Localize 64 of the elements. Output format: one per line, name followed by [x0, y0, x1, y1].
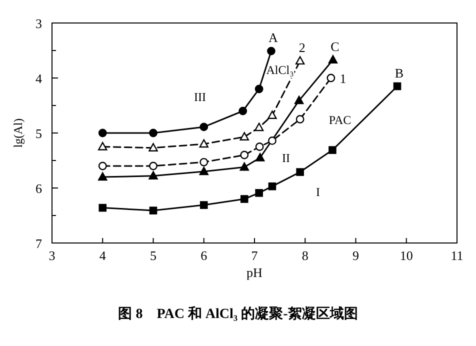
- y-tick-label: 6: [36, 181, 42, 196]
- x-tick-label: 4: [99, 248, 106, 263]
- point: [200, 122, 208, 132]
- point: [148, 171, 158, 180]
- series-label: B: [394, 65, 404, 80]
- point: [199, 139, 208, 148]
- x-tick-label: 3: [48, 248, 56, 263]
- point: [149, 206, 158, 214]
- point: [255, 152, 265, 162]
- series-label: A: [268, 30, 279, 46]
- point: [255, 189, 263, 197]
- y-tick-label: 7: [36, 236, 42, 251]
- series-label: 1: [340, 71, 346, 86]
- point: [149, 162, 158, 170]
- point: [238, 106, 248, 116]
- point: [98, 128, 107, 138]
- point: [199, 166, 208, 176]
- point: [267, 46, 276, 56]
- point: [240, 195, 248, 203]
- point: [254, 84, 264, 94]
- point: [149, 128, 158, 138]
- annotation: PAC: [328, 113, 352, 127]
- point: [268, 136, 276, 145]
- point: [326, 74, 336, 82]
- point: [268, 182, 276, 190]
- x-tick-label: 5: [150, 248, 156, 263]
- x-tick-label: 11: [450, 248, 464, 263]
- point: [255, 142, 264, 151]
- x-tick-label: 7: [251, 248, 258, 263]
- point: [328, 55, 338, 64]
- point: [240, 132, 249, 140]
- y-tick-label: 3: [36, 16, 42, 31]
- x-tick-label: 9: [352, 248, 359, 263]
- series-label: 2: [298, 40, 306, 55]
- point: [240, 150, 249, 160]
- point: [200, 158, 208, 166]
- annotation: AlCl₃: [266, 63, 294, 77]
- x-tick-label: 10: [400, 248, 413, 263]
- point: [295, 56, 305, 65]
- point: [240, 162, 249, 171]
- point: [268, 110, 277, 119]
- y-axis-title: lg(Al): [11, 118, 25, 148]
- annotation: III: [194, 90, 206, 104]
- point: [148, 143, 158, 152]
- point: [98, 172, 108, 181]
- point: [296, 115, 304, 124]
- y-tick-label: 4: [36, 71, 42, 86]
- point: [98, 162, 107, 170]
- caption: 图 8 PAC 和 AlCl₃ 的凝聚-絮凝区域图: [118, 306, 358, 322]
- point: [294, 96, 304, 104]
- x-tick-label: 8: [302, 248, 308, 263]
- x-tick-label: 6: [200, 248, 208, 263]
- point: [296, 168, 304, 176]
- point: [98, 142, 108, 150]
- point: [393, 82, 402, 90]
- point: [254, 122, 264, 132]
- point: [200, 201, 208, 209]
- y-tick-label: 5: [36, 126, 42, 141]
- x-axis-title: pH: [246, 265, 262, 280]
- annotation: II: [282, 151, 290, 165]
- series-label: C: [330, 38, 340, 54]
- annotation: I: [316, 185, 320, 199]
- point: [98, 204, 107, 212]
- point: [328, 146, 336, 154]
